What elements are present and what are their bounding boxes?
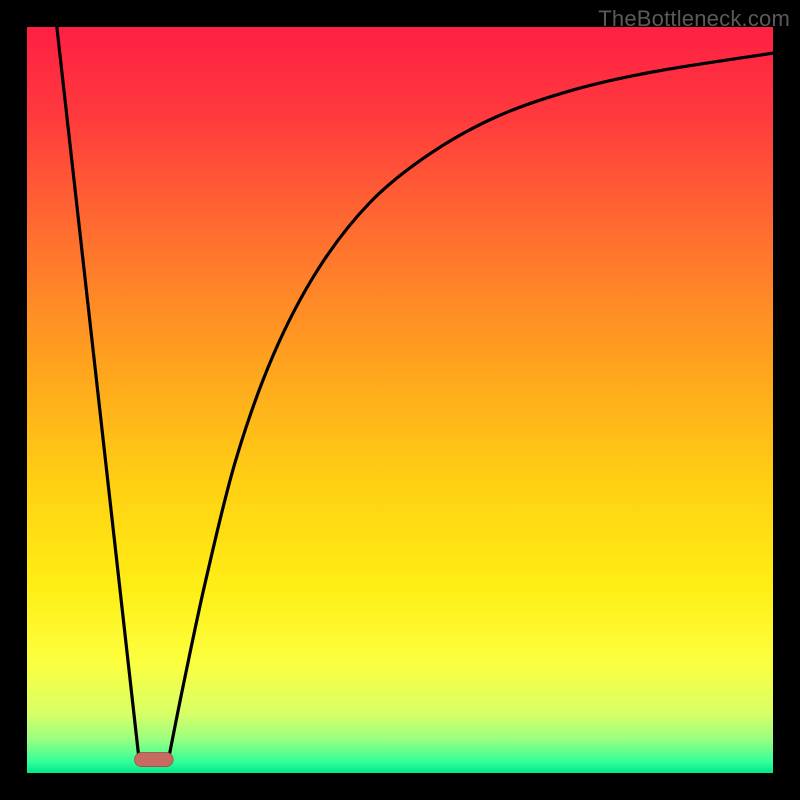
gradient-plot xyxy=(27,27,773,773)
chart-container: TheBottleneck.com xyxy=(0,0,800,800)
marker-lozenge xyxy=(134,752,173,766)
gradient-background xyxy=(27,27,773,773)
plot-svg xyxy=(27,27,773,773)
